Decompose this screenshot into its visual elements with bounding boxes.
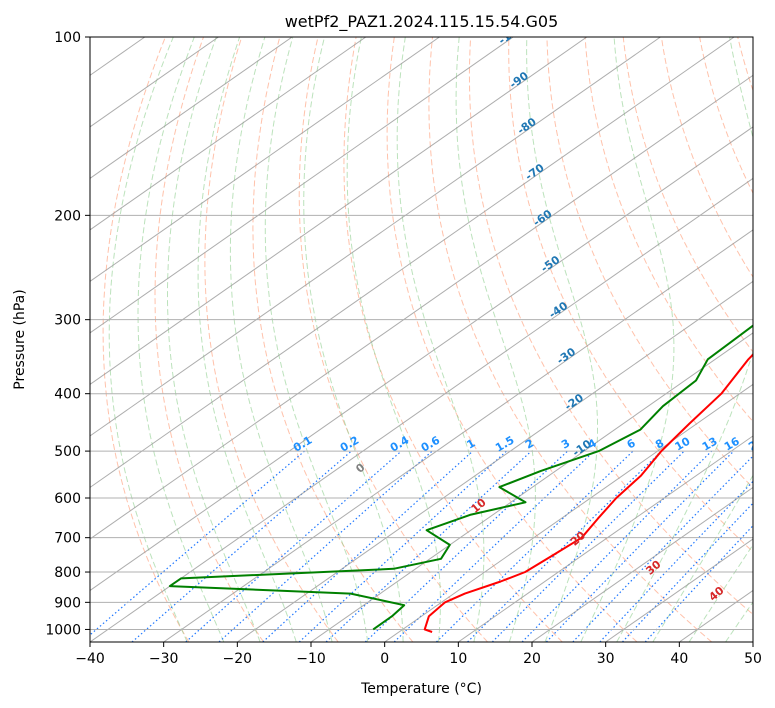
y-tick-label: 100: [54, 30, 81, 46]
x-tick-label: 40: [670, 651, 688, 667]
isotherm-line: [237, 280, 753, 642]
dry-adiabat: [468, 37, 753, 616]
mixing-ratio-line: [521, 450, 713, 642]
mixing-ratio-line: [185, 450, 402, 642]
mixing-ratio-line: [621, 502, 753, 642]
isotherm-line: [605, 538, 753, 642]
y-tick-label: 900: [54, 595, 81, 611]
x-tick-label: −20: [223, 651, 253, 667]
mixing-ratio-line: [545, 450, 735, 642]
dry-adiabat: [204, 37, 339, 642]
mixing-ratio-line: [90, 450, 305, 636]
mixing-ratio-line: [218, 450, 433, 642]
y-tick-label: 600: [54, 491, 81, 507]
isotherm-line: [90, 37, 514, 334]
moist-adiabat: [652, 474, 753, 642]
isotherm-line: [90, 37, 735, 489]
moist-adiabat: [396, 37, 485, 642]
mixing-ratio-line: [325, 450, 532, 642]
y-axis-label: Pressure (hPa): [12, 289, 28, 389]
dry-adiabat: [102, 37, 190, 642]
x-axis-label: Temperature (°C): [360, 681, 482, 697]
x-tick-label: −10: [296, 651, 326, 667]
mixing-ratio-line: [364, 450, 568, 642]
mixing-ratio-line: [599, 480, 753, 642]
isotherm-line: [163, 229, 753, 642]
x-tick-label: −40: [75, 651, 105, 667]
x-tick-label: 0: [380, 651, 389, 667]
moist-adiabat: [580, 37, 675, 642]
isotherm-line: [384, 383, 753, 642]
temperature-profile-line: [423, 353, 753, 633]
isotherm-line: [90, 37, 661, 437]
x-tick-label: 30: [597, 651, 615, 667]
isotherm-line: [90, 37, 440, 282]
isotherm-line: [90, 74, 753, 540]
moist-adiabat: [108, 37, 188, 642]
moist-adiabat: [229, 37, 333, 642]
y-tick-label: 300: [54, 313, 81, 329]
x-tick-label: 20: [523, 651, 541, 667]
mixing-ratio-line: [572, 455, 753, 642]
moist-adiabat: [526, 37, 598, 642]
dry-adiabat: [386, 37, 638, 642]
isotherm-line: [90, 126, 753, 592]
dry-adiabat: [343, 37, 563, 642]
mixing-ratio-line: [491, 450, 685, 642]
isotherm-line: [90, 177, 753, 642]
isotherm-line: [90, 37, 367, 231]
isotherm-line: [90, 37, 588, 386]
y-tick-label: 1000: [45, 622, 81, 638]
x-tick-label: −30: [149, 651, 179, 667]
plot-frame: [89, 36, 754, 643]
isotherm-line: [310, 332, 753, 642]
y-tick-label: 800: [54, 565, 81, 581]
x-tick-label: 10: [449, 651, 467, 667]
x-tick-label: 50: [744, 651, 762, 667]
plot-area: -100-90-80-70-60-50-40-30-20-100.10.20.4…: [90, 37, 766, 642]
moist-adiabat: [303, 37, 404, 642]
isotherm-line: [458, 435, 753, 642]
y-tick-label: 700: [54, 531, 81, 547]
axes: −40 −30 −20 −10 0 10 20 30 40 50 100 200 300 400 500 60…: [45, 30, 762, 667]
mixing-ratio-line: [393, 450, 595, 642]
isotherm-line: [90, 37, 293, 179]
moist-adiabat: [346, 37, 441, 642]
moist-adiabat: [264, 37, 369, 642]
moist-adiabat: [197, 37, 297, 642]
moist-adiabat: [455, 37, 536, 642]
mixing-ratio-label: 20: [746, 434, 766, 453]
isotherm-line: [531, 486, 753, 642]
mixing-ratio-line: [467, 450, 662, 642]
moist-adiabat: [167, 37, 261, 642]
chart-title: wetPf2_PAZ1.2024.115.15.54.G05: [285, 12, 559, 32]
dry-adiabat: [154, 37, 264, 642]
y-tick-label: 400: [54, 387, 81, 403]
y-tick-label: 200: [54, 208, 81, 224]
y-tick-label: 500: [54, 444, 81, 460]
dry-adiabat: [508, 37, 753, 553]
dewpoint-profile-line: [168, 324, 753, 631]
moist-adiabat: [688, 543, 753, 642]
